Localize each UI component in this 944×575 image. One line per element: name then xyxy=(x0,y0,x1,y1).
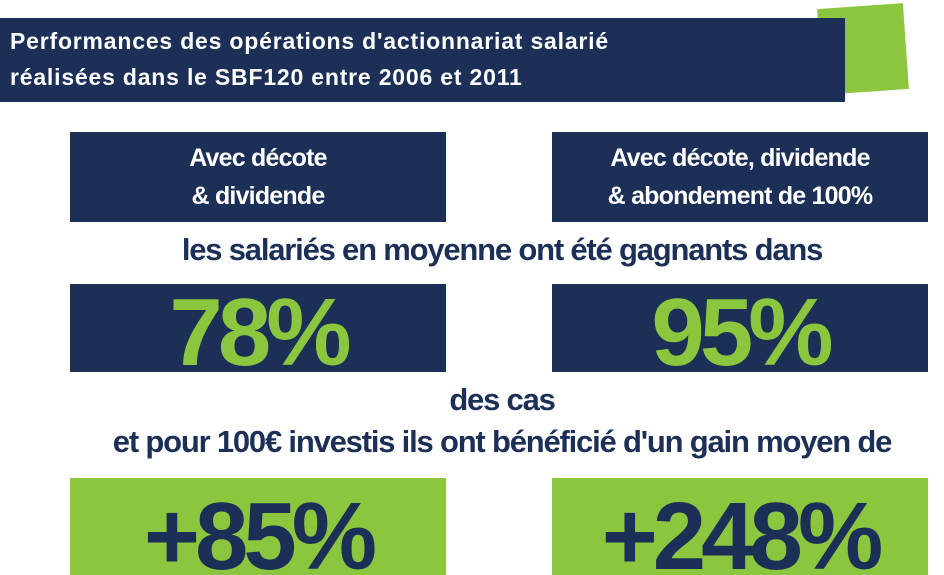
statement-cases: des cas xyxy=(449,382,556,417)
average-gain-right-value: +248% xyxy=(601,482,884,575)
average-gain-right: +248% xyxy=(552,478,928,575)
average-gain-left-value: +85% xyxy=(143,482,377,575)
percent-cases-right-value: 95% xyxy=(651,284,833,373)
statement-winning: les salariés en moyenne ont été gagnants… xyxy=(181,232,823,267)
header-left-box: Avec décote & dividende xyxy=(70,132,446,222)
header-left-line-1: Avec décote xyxy=(189,144,327,172)
percent-cases-right: 95% xyxy=(552,284,928,372)
header-right-line-2: & abondement de 100% xyxy=(607,182,873,210)
title-line-1: Performances des opérations d'actionnari… xyxy=(10,28,609,54)
percent-cases-left-value: 78% xyxy=(169,284,351,373)
average-gain-left: +85% xyxy=(70,478,446,575)
header-right-line-1: Avec décote, dividende xyxy=(610,144,870,172)
title-banner: Performances des opérations d'actionnari… xyxy=(0,18,845,102)
header-left-line-2: & dividende xyxy=(191,182,326,210)
title-line-2: réalisées dans le SBF120 entre 2006 et 2… xyxy=(10,64,523,90)
statement-gain: et pour 100€ investis ils ont bénéficié … xyxy=(112,424,893,459)
percent-cases-left: 78% xyxy=(70,284,446,372)
header-right-box: Avec décote, dividende & abondement de 1… xyxy=(552,132,928,222)
